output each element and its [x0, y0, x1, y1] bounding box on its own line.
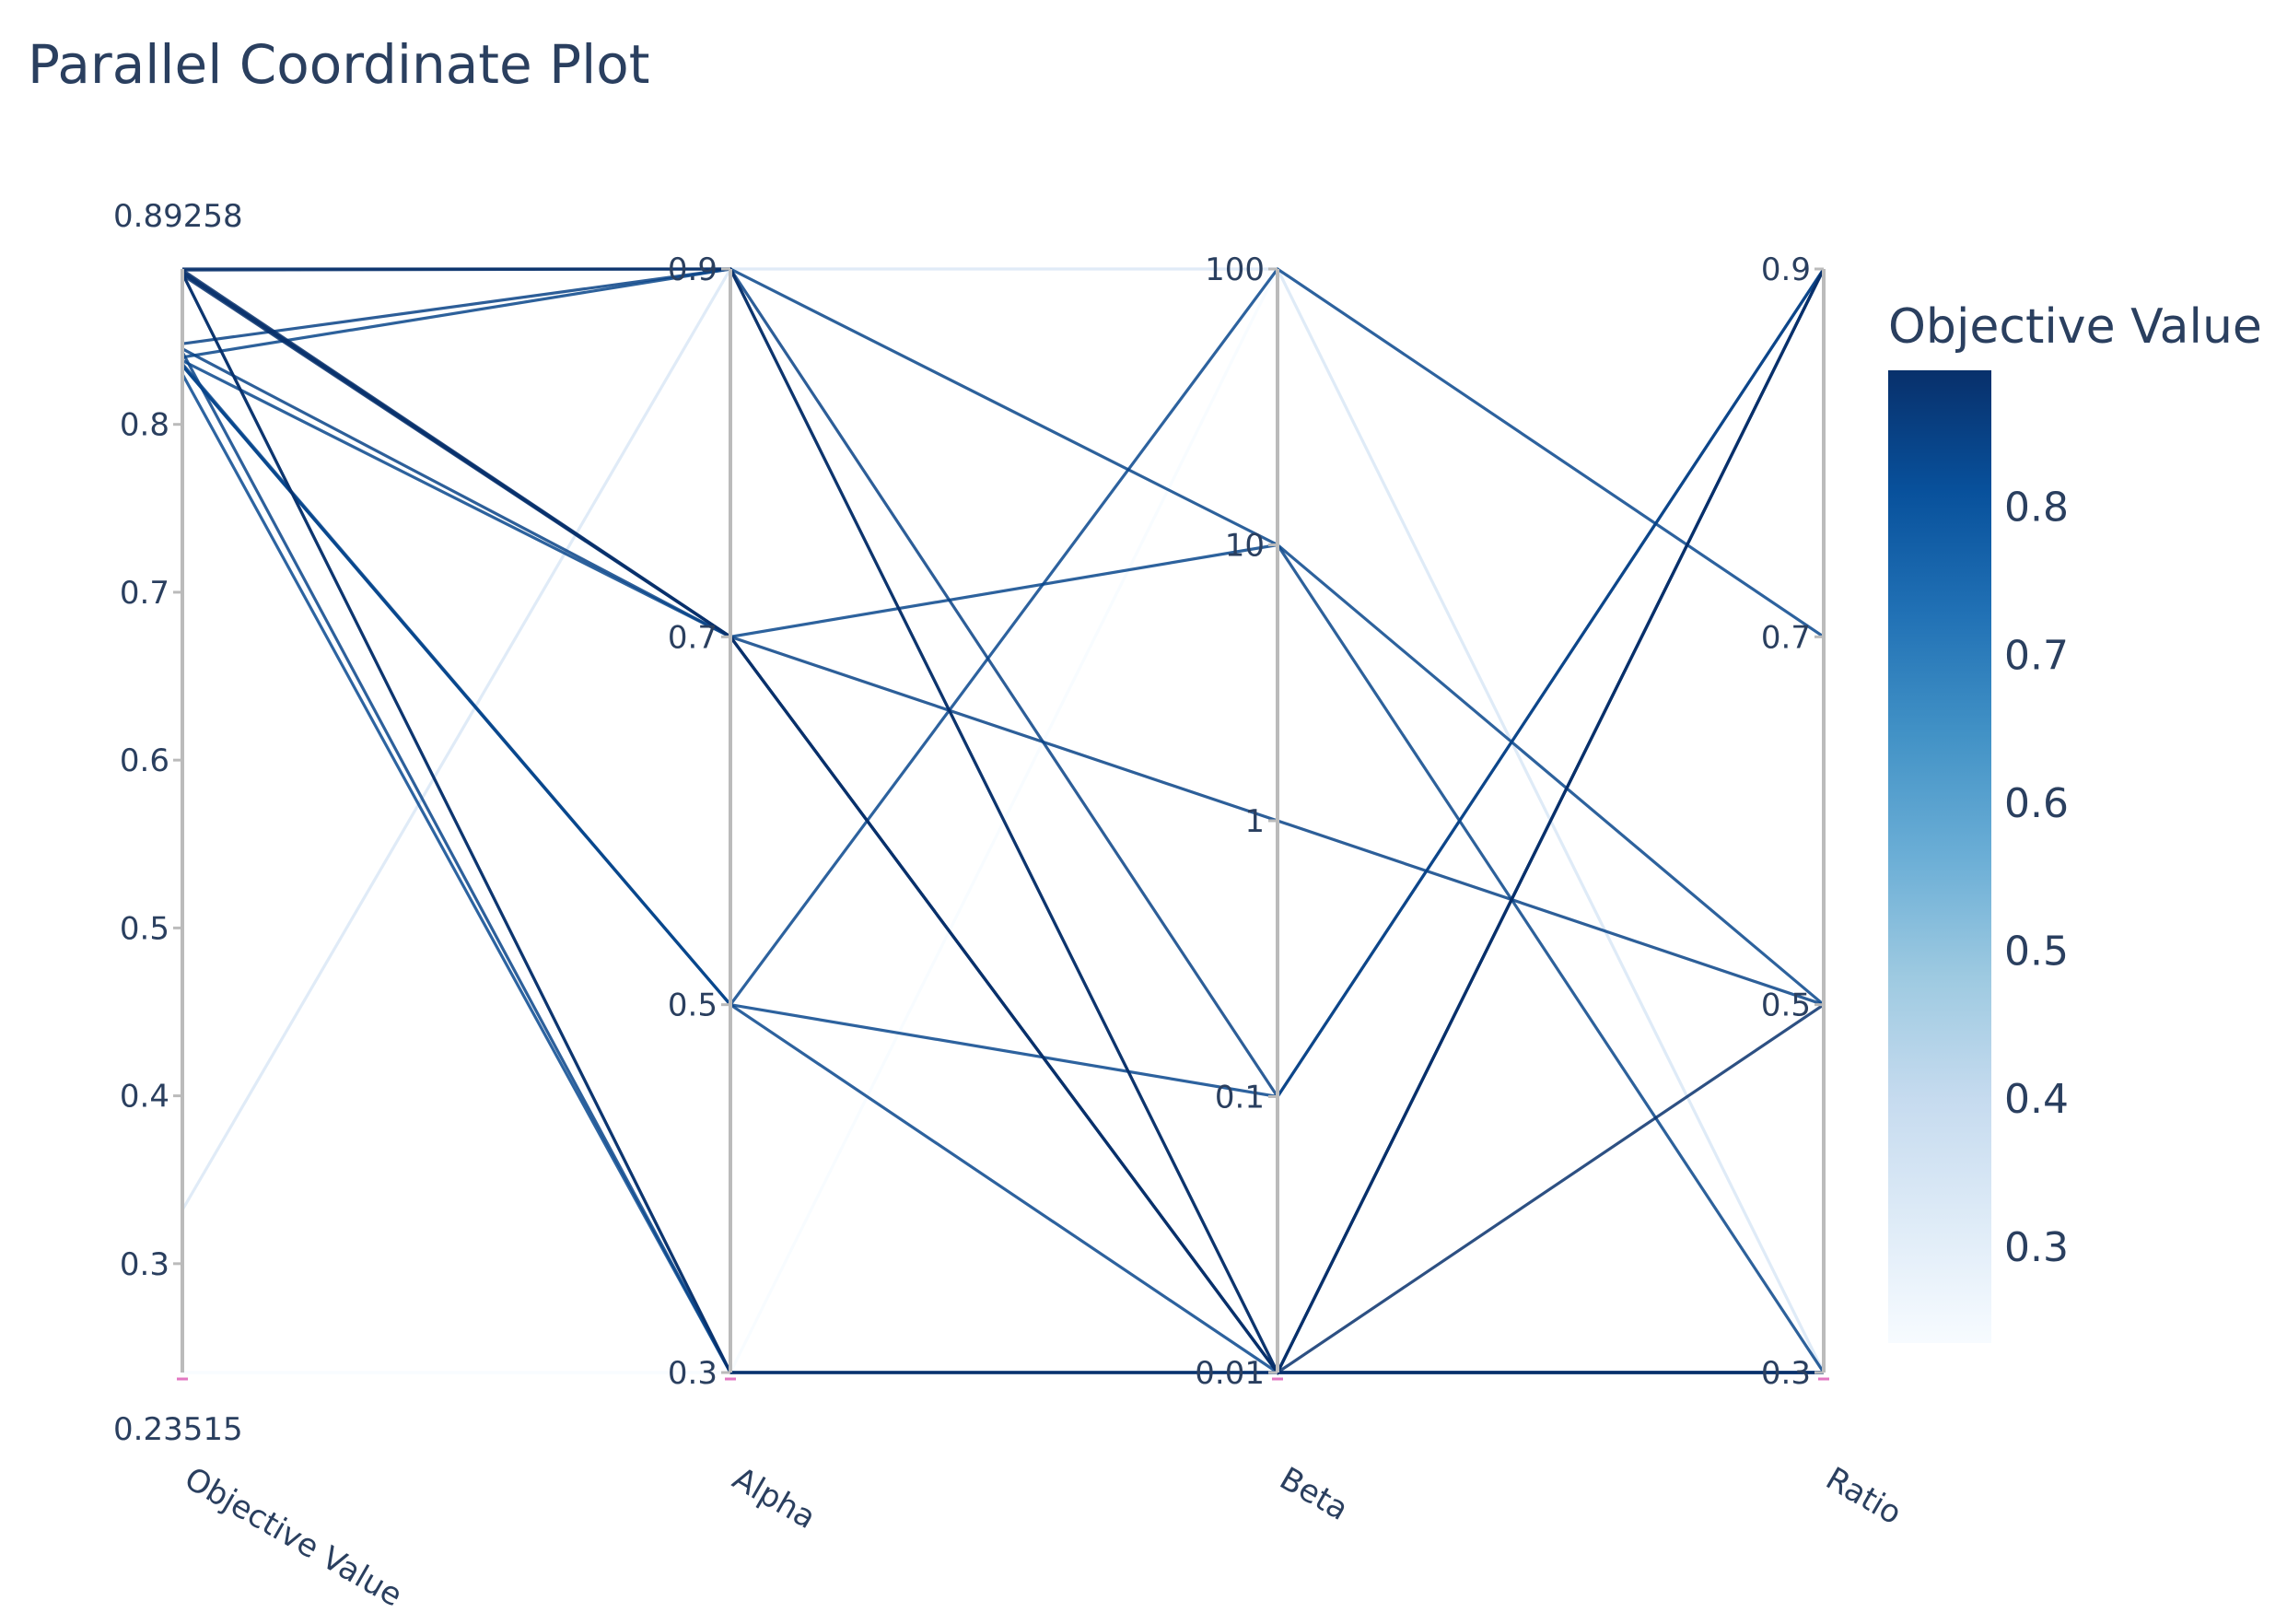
- axis-title: Alpha: [727, 1460, 823, 1536]
- data-line-10: [181, 347, 1825, 1007]
- data-line-13: [181, 359, 1826, 1006]
- axis-tick-label: 0.8: [120, 407, 169, 444]
- data-line-15: [181, 266, 1825, 1008]
- axis-tick-label: 10: [1225, 528, 1265, 565]
- colorbar-tick-label: 0.4: [2004, 1076, 2069, 1123]
- axis-title: Objective Value: [179, 1460, 409, 1614]
- axis-objective-value: 0.3 0.4 0.5 0.6 0.7 0.8 0.89258 0.23515 Objectiv…: [113, 198, 408, 1614]
- lines-layer: [181, 265, 1826, 1376]
- axis-tick-label: 0.7: [120, 575, 169, 612]
- colorbar-title: Objective Value: [1888, 299, 2262, 355]
- axis-tick-label: 0.5: [668, 987, 718, 1024]
- axis-tick-label: 0.4: [120, 1079, 169, 1116]
- data-line-9: [181, 267, 1826, 1100]
- axis-tick-label: 0.7: [668, 619, 718, 656]
- axis-title: Ratio: [1820, 1460, 1908, 1532]
- axis-tick-label: 0.1: [1215, 1080, 1265, 1116]
- data-line-12: [181, 267, 1826, 1373]
- data-line-11: [181, 351, 1824, 1374]
- axis-tick-label: 0.9: [1761, 251, 1811, 288]
- axis-tick-label: 0.3: [120, 1246, 169, 1283]
- axis-ratio: 0.3 0.5 0.7 0.9 Ratio: [1761, 251, 1908, 1532]
- axis-tick-label: 0.01: [1195, 1355, 1265, 1392]
- axis-tick-label: 1: [1244, 803, 1265, 840]
- colorbar-tick-label: 0.7: [2004, 632, 2069, 679]
- colorbar-tick-label: 0.8: [2004, 485, 2069, 532]
- colorbar-tick-label: 0.6: [2004, 780, 2069, 827]
- colorbar-gradient: [1888, 370, 1991, 1343]
- axis-tick-label: 100: [1205, 251, 1265, 288]
- data-line-7: [181, 272, 1825, 1374]
- axis-tick-label: 0.3: [668, 1355, 718, 1392]
- data-line-3: [181, 268, 1826, 1376]
- axis-tick-label: 0.7: [1761, 619, 1811, 656]
- chart-title: Parallel Coordinate Plot: [28, 33, 649, 96]
- axis-min-label: 0.23515: [113, 1411, 243, 1448]
- axis-tick-label: 0.5: [120, 910, 169, 947]
- axis-tick-label: 0.3: [1761, 1355, 1811, 1392]
- axis-tick-label: 0.5: [1761, 987, 1811, 1024]
- colorbar: Objective Value 0.3 0.4 0.5 0.6 0.7 0.8: [1888, 299, 2262, 1343]
- colorbar-tick-label: 0.5: [2004, 929, 2069, 976]
- axis-tick-label: 0.9: [668, 251, 718, 288]
- data-line-1: [182, 267, 1824, 1374]
- colorbar-tick-label: 0.3: [2004, 1224, 2069, 1271]
- axis-tick-label: 0.6: [120, 742, 169, 779]
- axis-title: Beta: [1274, 1460, 1355, 1528]
- axis-max-label: 0.89258: [113, 198, 243, 235]
